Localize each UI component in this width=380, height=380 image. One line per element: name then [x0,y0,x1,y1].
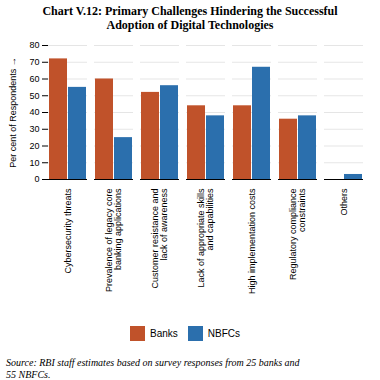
svg-text:40: 40 [29,107,39,117]
svg-text:Customer resistance andlack of: Customer resistance andlack of awareness [150,188,169,289]
svg-text:10: 10 [29,157,39,167]
svg-text:Others: Others [339,188,349,216]
svg-text:Per cent of Respondents →: Per cent of Respondents → [8,57,18,168]
svg-text:Lack of appropriate skillsand: Lack of appropriate skillsand capabiliti… [196,188,215,288]
html-text:NBFCs: NBFCs [207,327,240,339]
svg-text:Prevalence of legacy corebanki: Prevalence of legacy corebanking applica… [104,188,123,292]
svg-text:70: 70 [29,57,39,67]
html-text:Chart V.12: Primary Challenges: Chart V.12: Primary Challenges Hindering… [42,4,338,33]
svg-text:Regulatory complianceconstrain: Regulatory complianceconstraints [288,188,307,280]
svg-text:20: 20 [29,141,39,151]
html-text:Banks: Banks [150,327,178,339]
svg-text:High implementation costs: High implementation costs [247,188,257,294]
svg-text:80: 80 [29,40,39,50]
svg-text:50: 50 [29,90,39,100]
svg-text:60: 60 [29,74,39,84]
html-text:Source: RBI staff estimates ba: Source: RBI staff estimates based on sur… [6,356,300,380]
svg-text:Cybersecurity threats: Cybersecurity threats [63,188,73,274]
svg-text:30: 30 [29,124,39,134]
svg-text:0: 0 [34,174,39,184]
